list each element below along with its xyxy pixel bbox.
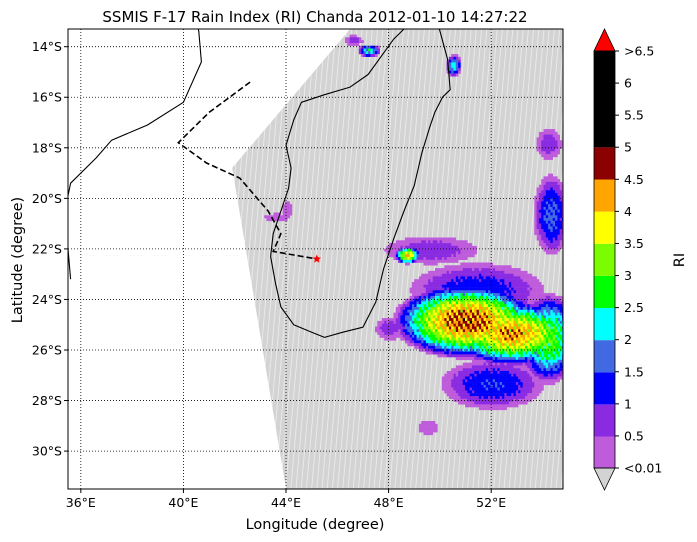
x-tick-label-4: 52°E	[476, 495, 506, 510]
y-tick-label-5: 24°S	[32, 292, 62, 307]
colorbar-bin-6	[594, 243, 615, 276]
colorbar-tick-label-3: 1.5	[624, 364, 644, 379]
colorbar-bin-4	[594, 308, 615, 341]
y-tick-label-2: 18°S	[32, 140, 62, 155]
x-tick-label-1: 40°E	[168, 495, 198, 510]
colorbar-bin-10	[594, 51, 615, 148]
colorbar: <0.01 0.5 1 1.5 2 2.5 3 3.5 4 4.5 5 5.5 6 >6.5	[593, 28, 662, 491]
colorbar-tick-label-2: 1	[624, 396, 632, 411]
y-tick-label-7: 28°S	[32, 393, 62, 408]
plot-frame	[67, 28, 564, 490]
colorbar-tick-label-13: >6.5	[624, 44, 654, 59]
chart-title: SSMIS F-17 Rain Index (RI) Chanda 2012-0…	[102, 8, 527, 26]
storm-center-marker	[312, 254, 322, 263]
colorbar-tick-label-0: <0.01	[624, 461, 662, 476]
colorbar-bin-9	[594, 147, 615, 180]
colorbar-bin-8	[594, 179, 615, 212]
x-tick-label-0: 36°E	[66, 495, 96, 510]
colorbar-tick-label-8: 4	[624, 204, 632, 219]
colorbar-tick-label-11: 5.5	[624, 108, 644, 123]
colorbar-tick-label-12: 6	[624, 76, 632, 91]
y-axis-ticks: 14°S 16°S 18°S 20°S 22°S 24°S 26°S 28°S 30°S	[32, 39, 68, 459]
y-tick-label-0: 14°S	[32, 39, 62, 54]
colorbar-label: RI	[672, 253, 688, 267]
y-axis-label: Latitude (degree)	[10, 197, 26, 323]
y-tick-label-6: 26°S	[32, 342, 62, 357]
storm-track-layer	[177, 81, 322, 263]
colorbar-tick-label-6: 3	[624, 268, 632, 283]
x-tick-label-2: 44°E	[271, 495, 301, 510]
coastline-madagascar	[270, 29, 451, 338]
y-tick-label-3: 20°S	[32, 191, 62, 206]
colorbar-tick-label-1: 0.5	[624, 428, 644, 443]
colorbar-tick-label-4: 2	[624, 332, 632, 347]
colorbar-bin-2	[594, 372, 615, 405]
x-tick-label-3: 48°E	[374, 495, 404, 510]
colorbar-tick-label-10: 5	[624, 140, 632, 155]
colorbar-bin-1	[594, 404, 615, 437]
coastline-africa	[68, 29, 202, 196]
colorbar-frame	[593, 50, 616, 469]
y-tick-label-8: 30°S	[32, 444, 62, 459]
y-tick-label-4: 22°S	[32, 241, 62, 256]
colorbar-tick-label-5: 2.5	[624, 300, 644, 315]
y-tick-label-1: 16°S	[32, 90, 62, 105]
x-axis-ticks: 36°E 40°E 44°E 48°E 52°E	[66, 489, 506, 510]
colorbar-bin-3	[594, 340, 615, 373]
x-axis-label: Longitude (degree)	[246, 517, 385, 533]
colorbar-tick-label-9: 4.5	[624, 172, 644, 187]
rain-pixels	[264, 34, 563, 436]
colorbar-bin-0	[594, 436, 615, 468]
colorbar-bin-5	[594, 275, 615, 309]
colorbar-bin-7	[594, 211, 615, 244]
colorbar-tick-label-7: 3.5	[624, 236, 644, 251]
storm-track	[177, 81, 317, 260]
